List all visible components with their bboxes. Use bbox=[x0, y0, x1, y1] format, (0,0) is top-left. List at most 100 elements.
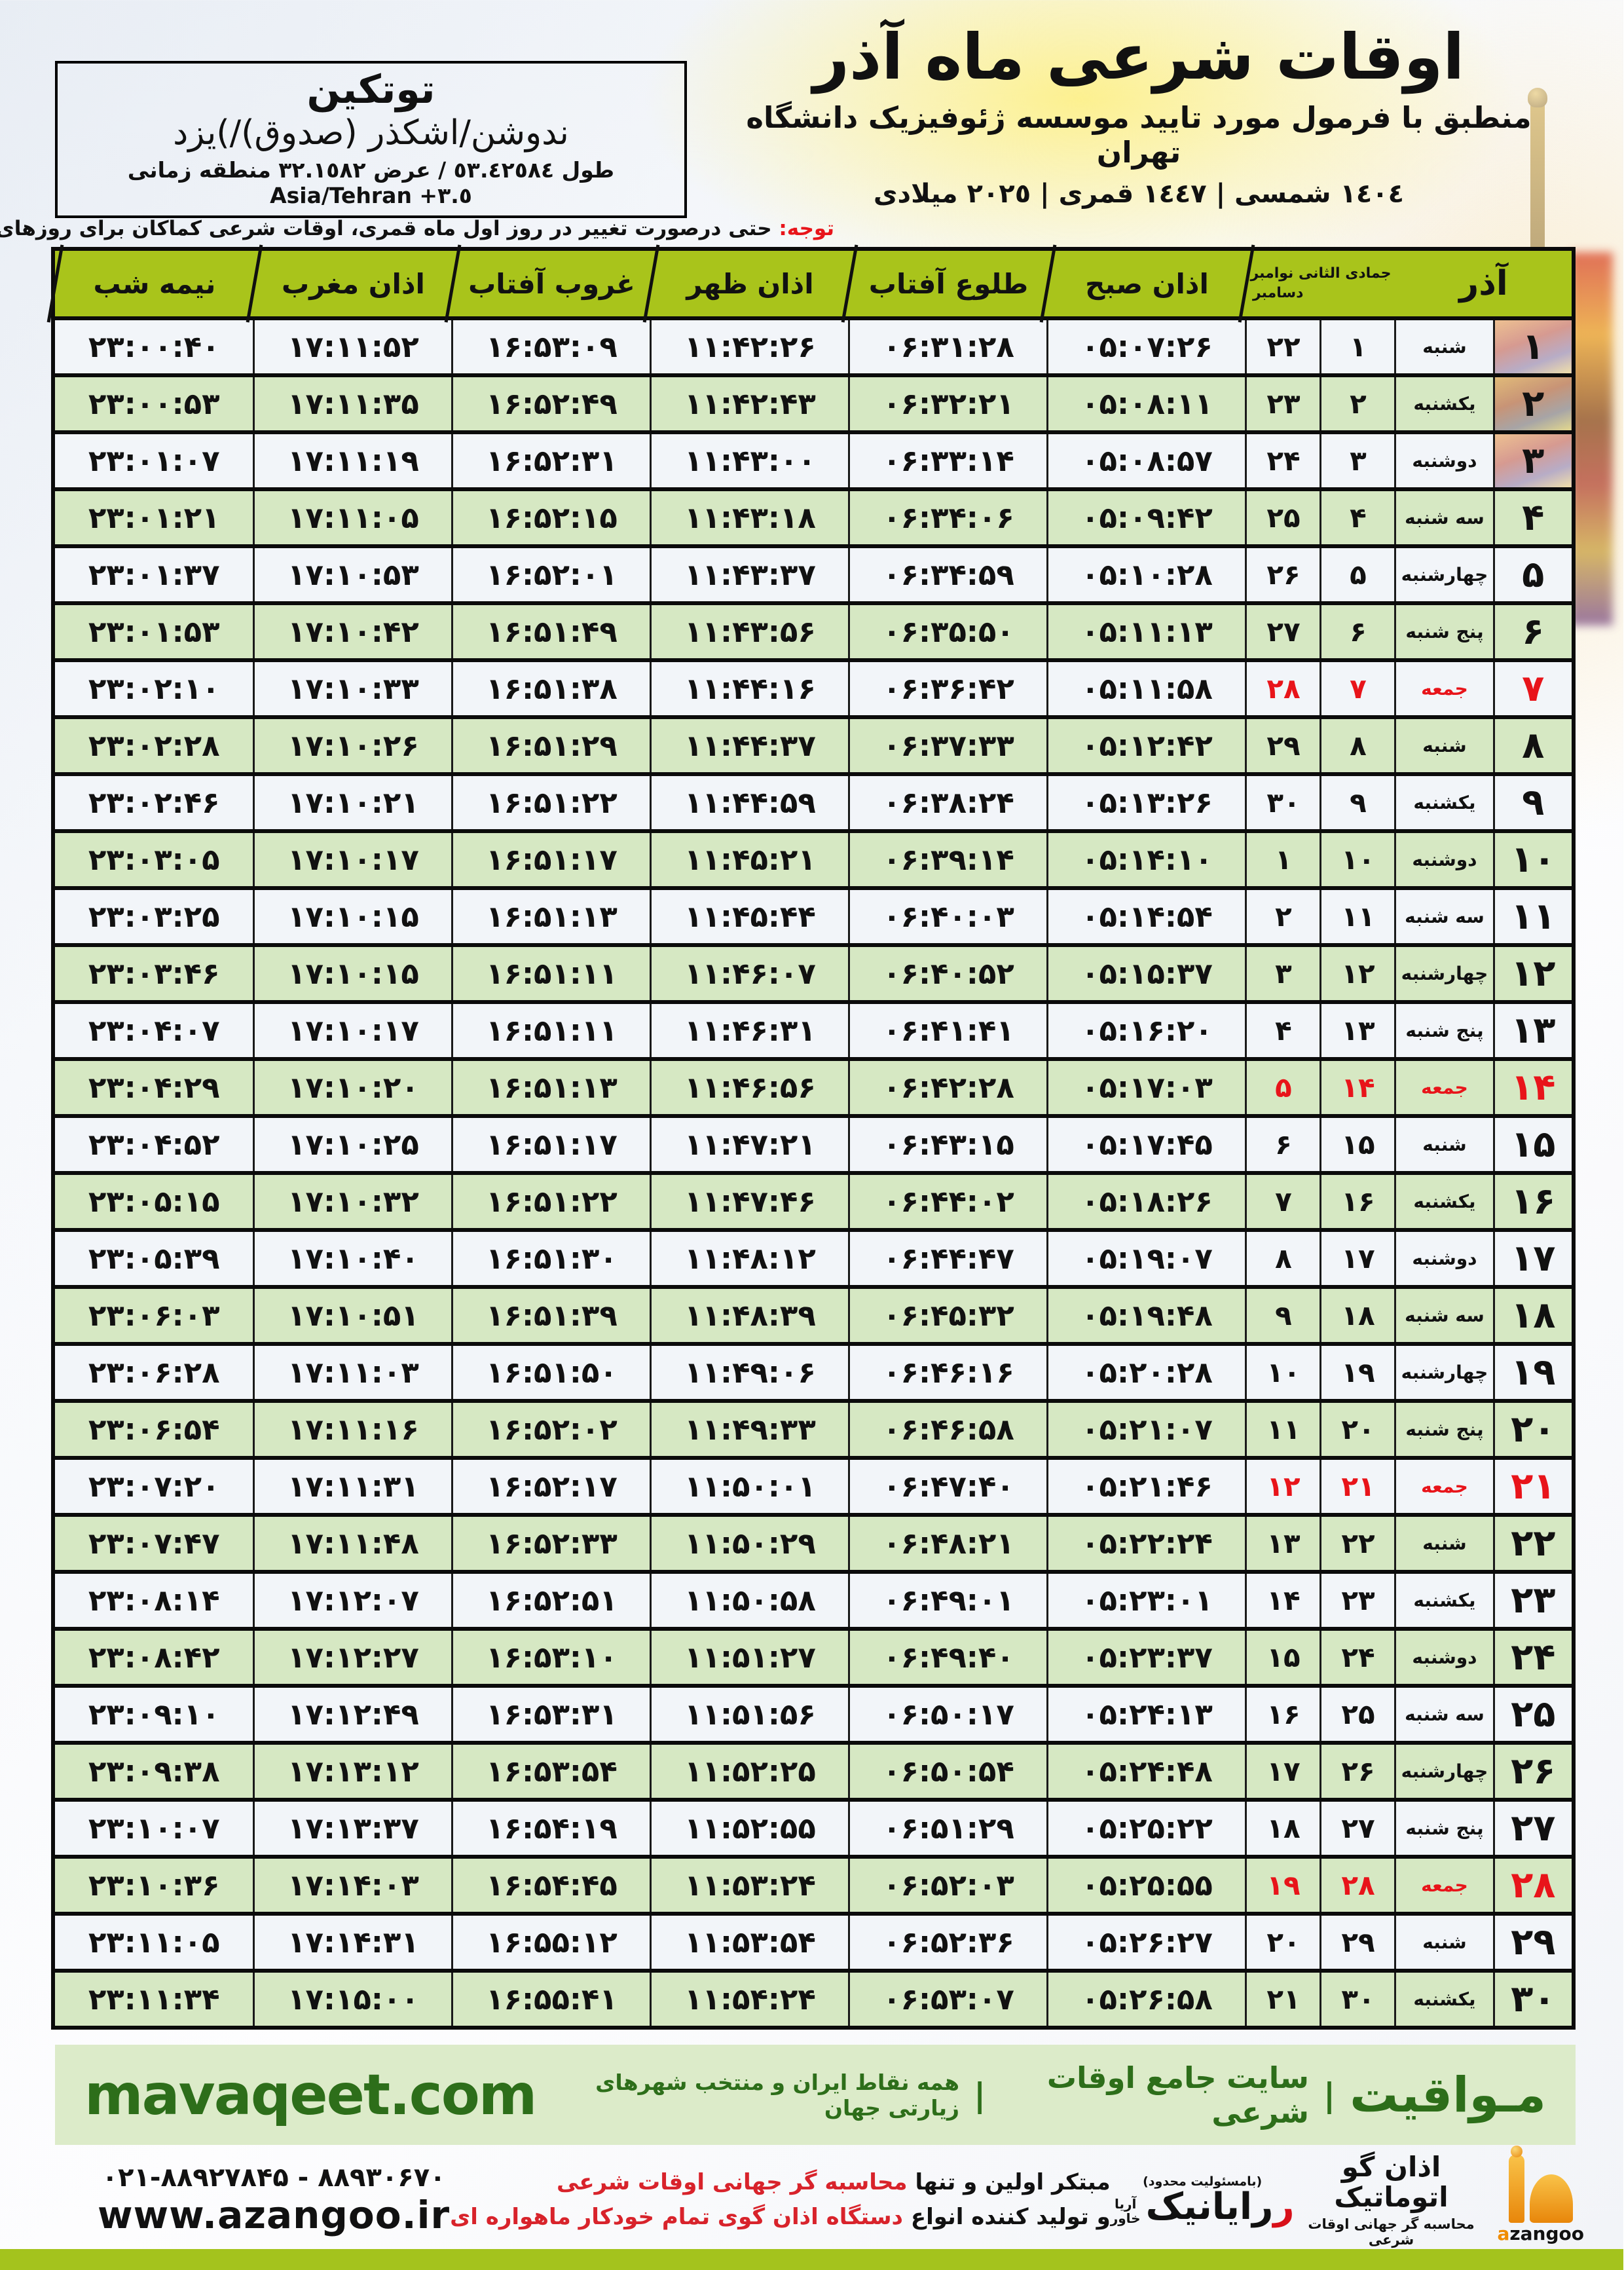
cell-day: ۱۲ bbox=[1493, 945, 1576, 1002]
table-row: ۲۴ دوشنبه ۲۴ ۱۵ ۰۵:۲۳:۳۷ ۰۶:۴۹:۴۰ ۱۱:۵۱:۲۷ ۱۶:۵… bbox=[52, 1629, 1576, 1686]
coordinates-text: طول ٥٣.٤٢٥٨٤ / عرض ٣٢.١٥٨٢ منطقه زمانی bbox=[128, 157, 616, 183]
cell-gregorian-day: ۴ bbox=[1246, 1002, 1323, 1059]
cell-sunrise: ۰۶:۴۶:۱۶ bbox=[849, 1344, 1050, 1401]
cell-sunrise: ۰۶:۵۲:۰۳ bbox=[849, 1857, 1050, 1914]
cell-midnight: ۲۳:۰۷:۴۷ bbox=[52, 1515, 256, 1572]
cell-weekday: چهارشنبه bbox=[1395, 1743, 1496, 1800]
cell-weekday: دوشنبه bbox=[1395, 1230, 1496, 1287]
cell-dhuhr: ۱۱:۴۴:۱۶ bbox=[650, 660, 851, 717]
cell-maghrib: ۱۷:۱۱:۱۶ bbox=[253, 1401, 454, 1458]
cell-fajr: ۰۵:۲۴:۱۳ bbox=[1047, 1686, 1248, 1743]
cell-sunrise: ۰۶:۴۱:۴۱ bbox=[849, 1002, 1050, 1059]
shrine-photo-strip bbox=[1570, 252, 1614, 625]
cell-day: ۱۳ bbox=[1493, 1002, 1576, 1059]
cell-midnight: ۲۳:۰۲:۴۶ bbox=[52, 774, 256, 831]
cell-lunar-day: ۱۸ bbox=[1320, 1287, 1397, 1344]
cell-maghrib: ۱۷:۱۳:۱۲ bbox=[253, 1743, 454, 1800]
cell-midnight: ۲۳:۰۳:۴۶ bbox=[52, 945, 256, 1002]
azangoo-link[interactable]: www.azangoo.ir bbox=[98, 2193, 451, 2237]
cell-gregorian-day: ۳۰ bbox=[1246, 774, 1323, 831]
cell-gregorian-day: ۱۸ bbox=[1246, 1800, 1323, 1857]
cell-sunset: ۱۶:۵۳:۳۱ bbox=[452, 1686, 653, 1743]
separator: | bbox=[1323, 2075, 1337, 2114]
cell-weekday: سه شنبه bbox=[1395, 888, 1496, 945]
location-name: توتکین bbox=[307, 67, 436, 113]
table-row: ۸ شنبه ۸ ۲۹ ۰۵:۱۲:۴۲ ۰۶:۳۷:۳۳ ۱۱:۴۴:۳۷ ۱۶:۵۱:۲۹… bbox=[52, 717, 1576, 774]
cell-weekday: دوشنبه bbox=[1395, 432, 1496, 489]
cell-weekday: دوشنبه bbox=[1395, 831, 1496, 888]
cell-weekday: شنبه bbox=[1395, 318, 1496, 375]
cell-weekday: سه شنبه bbox=[1395, 1686, 1496, 1743]
cell-day: ۲۱ bbox=[1493, 1458, 1576, 1515]
cell-lunar-day: ۱۳ bbox=[1320, 1002, 1397, 1059]
cell-lunar-day: ۶ bbox=[1320, 603, 1397, 660]
cell-lunar-day: ۲ bbox=[1320, 375, 1397, 432]
cell-lunar-day: ۲۸ bbox=[1320, 1857, 1397, 1914]
cell-lunar-day: ۱۴ bbox=[1320, 1059, 1397, 1116]
cell-weekday: سه شنبه bbox=[1395, 489, 1496, 546]
cell-fajr: ۰۵:۱۱:۱۳ bbox=[1047, 603, 1248, 660]
cell-day: ۴ bbox=[1493, 489, 1576, 546]
cell-dhuhr: ۱۱:۴۳:۵۶ bbox=[650, 603, 851, 660]
cell-sunrise: ۰۶:۴۰:۰۳ bbox=[849, 888, 1050, 945]
cell-weekday: یکشنبه bbox=[1395, 1173, 1496, 1230]
page-title: اوقات شرعی ماه آذر bbox=[813, 20, 1466, 94]
cell-maghrib: ۱۷:۱۰:۳۳ bbox=[253, 660, 454, 717]
azangoo-text: اذان گو اتوماتیک محاسبه گر جهانی اوقات ش… bbox=[1295, 2150, 1489, 2248]
cell-midnight: ۲۳:۰۴:۲۹ bbox=[52, 1059, 256, 1116]
azangoo-title: اذان گو اتوماتیک bbox=[1335, 2150, 1449, 2213]
cell-weekday: پنج شنبه bbox=[1395, 1401, 1496, 1458]
cell-day: ۸ bbox=[1493, 717, 1576, 774]
title-area: اوقات شرعی ماه آذر منطبق با فرمول مورد ت… bbox=[701, 20, 1578, 209]
cell-fajr: ۰۵:۱۲:۴۲ bbox=[1047, 717, 1248, 774]
cell-sunset: ۱۶:۵۱:۲۹ bbox=[452, 717, 653, 774]
cell-gregorian-day: ۳ bbox=[1246, 945, 1323, 1002]
cell-maghrib: ۱۷:۱۱:۱۹ bbox=[253, 432, 454, 489]
cell-day: ۳۰ bbox=[1493, 1971, 1576, 2028]
cell-maghrib: ۱۷:۱۱:۳۵ bbox=[253, 375, 454, 432]
cell-gregorian-day: ۹ bbox=[1246, 1287, 1323, 1344]
page-subtitle: منطبق با فرمول مورد تایید موسسه ژئوفیزیک… bbox=[747, 100, 1532, 170]
cell-day: ۲ bbox=[1493, 375, 1576, 432]
cell-maghrib: ۱۷:۱۰:۱۷ bbox=[253, 831, 454, 888]
cell-sunrise: ۰۶:۳۳:۱۴ bbox=[849, 432, 1050, 489]
cell-lunar-day: ۱۲ bbox=[1320, 945, 1397, 1002]
azangoo-wordmark: azangoo bbox=[1498, 2223, 1585, 2245]
cell-maghrib: ۱۷:۱۰:۴۰ bbox=[253, 1230, 454, 1287]
cell-lunar-day: ۵ bbox=[1320, 546, 1397, 603]
cell-sunset: ۱۶:۵۲:۱۷ bbox=[452, 1458, 653, 1515]
cell-day: ۱۹ bbox=[1493, 1344, 1576, 1401]
cell-dhuhr: ۱۱:۵۲:۵۵ bbox=[650, 1800, 851, 1857]
cell-weekday: پنج شنبه bbox=[1395, 603, 1496, 660]
cell-maghrib: ۱۷:۱۵:۰۰ bbox=[253, 1971, 454, 2028]
cell-sunset: ۱۶:۵۱:۲۲ bbox=[452, 1173, 653, 1230]
cell-lunar-day: ۱ bbox=[1320, 318, 1397, 375]
cell-fajr: ۰۵:۲۰:۲۸ bbox=[1047, 1344, 1248, 1401]
cell-lunar-day: ۱۰ bbox=[1320, 831, 1397, 888]
mavaqeet-link[interactable]: mavaqeet.com bbox=[85, 2062, 538, 2128]
cell-lunar-day: ۱۷ bbox=[1320, 1230, 1397, 1287]
cell-sunset: ۱۶:۵۱:۵۰ bbox=[452, 1344, 653, 1401]
cell-sunrise: ۰۶:۳۲:۲۱ bbox=[849, 375, 1050, 432]
cell-dhuhr: ۱۱:۴۸:۳۹ bbox=[650, 1287, 851, 1344]
cell-gregorian-day: ۱۱ bbox=[1246, 1401, 1323, 1458]
cell-lunar-day: ۴ bbox=[1320, 489, 1397, 546]
cell-weekday: جمعه bbox=[1395, 660, 1496, 717]
cell-day: ۱۰ bbox=[1493, 831, 1576, 888]
cell-sunset: ۱۶:۵۲:۵۱ bbox=[452, 1572, 653, 1629]
cell-dhuhr: ۱۱:۴۲:۴۳ bbox=[650, 375, 851, 432]
rayanik-red-letter: ر bbox=[1274, 2186, 1295, 2228]
header-sunrise: طلوع آفتاب bbox=[850, 249, 1048, 318]
table-row: ۲۹ شنبه ۲۹ ۲۰ ۰۵:۲۶:۲۷ ۰۶:۵۲:۳۶ ۱۱:۵۳:۵۴ ۱۶:۵۵:… bbox=[52, 1914, 1576, 1971]
cell-sunset: ۱۶:۵۱:۱۳ bbox=[452, 1059, 653, 1116]
cell-fajr: ۰۵:۲۴:۴۸ bbox=[1047, 1743, 1248, 1800]
cell-sunset: ۱۶:۵۲:۰۲ bbox=[452, 1401, 653, 1458]
cell-midnight: ۲۳:۰۰:۵۳ bbox=[52, 375, 256, 432]
cell-gregorian-day: ۲۱ bbox=[1246, 1971, 1323, 2028]
cell-midnight: ۲۳:۰۰:۴۰ bbox=[52, 318, 256, 375]
cell-fajr: ۰۵:۱۶:۲۰ bbox=[1047, 1002, 1248, 1059]
cell-sunset: ۱۶:۵۲:۳۱ bbox=[452, 432, 653, 489]
notice-text: حتی درصورت تغییر در روز اول ماه قمری، او… bbox=[0, 217, 773, 240]
table-row: ۲۷ پنج شنبه ۲۷ ۱۸ ۰۵:۲۵:۲۲ ۰۶:۵۱:۲۹ ۱۱:۵۲:۵۵ ۱۶… bbox=[52, 1800, 1576, 1857]
cell-maghrib: ۱۷:۱۰:۳۲ bbox=[253, 1173, 454, 1230]
